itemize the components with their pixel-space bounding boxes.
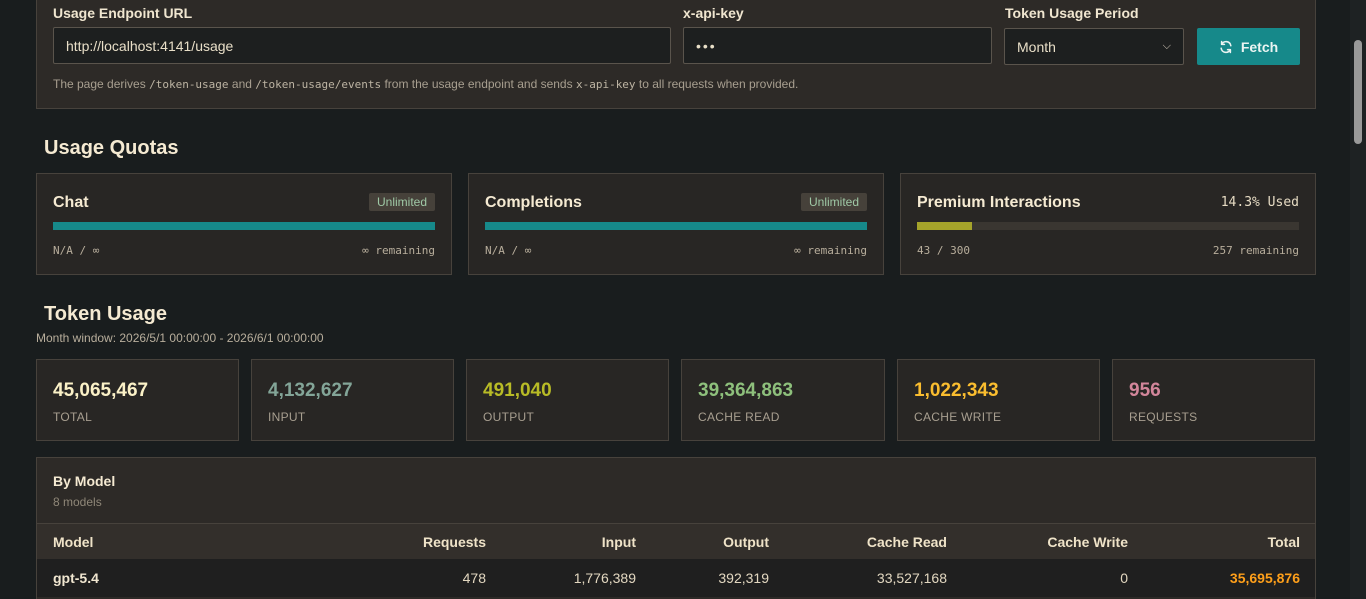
quota-name: Completions (485, 194, 582, 211)
quota-bar-fill (917, 222, 972, 230)
stat-card-input: 4,132,627 INPUT (251, 359, 454, 441)
table-row[interactable]: gpt-5.4 478 1,776,389 392,319 33,527,168… (37, 559, 1315, 597)
stat-card-output: 491,040 OUTPUT (466, 359, 669, 441)
th-cache-read[interactable]: Cache Read (866, 534, 947, 550)
cell-output: 392,319 (718, 570, 769, 586)
hint-text: to all requests when provided. (638, 77, 799, 91)
quota-name: Chat (53, 194, 89, 211)
usage-window: Month window: 2026/5/1 00:00:00 - 2026/6… (36, 331, 324, 345)
quota-used: 43 / 300 (917, 244, 970, 257)
quota-card-chat: Chat Unlimited N/A / ∞ ∞ remaining (36, 173, 452, 275)
fetch-label: Fetch (1240, 38, 1279, 55)
quota-remaining: ∞ remaining (794, 244, 867, 257)
api-key-value: ••• (696, 37, 717, 54)
stat-value: 491,040 (483, 380, 552, 401)
config-panel: Usage Endpoint URL http://localhost:4141… (36, 0, 1316, 109)
chevron-down-icon: ⌵ (1162, 40, 1171, 52)
by-model-title: By Model (53, 473, 116, 489)
stat-card-total: 45,065,467 TOTAL (36, 359, 239, 441)
endpoint-url-value: http://localhost:4141/usage (66, 37, 234, 54)
unlimited-badge: Unlimited (368, 193, 435, 211)
th-cache-write[interactable]: Cache Write (1047, 534, 1128, 550)
th-requests[interactable]: Requests (422, 534, 486, 550)
stat-card-cache-read: 39,364,863 CACHE READ (681, 359, 885, 441)
quota-bar-fill (53, 222, 435, 230)
endpoint-url-input[interactable]: http://localhost:4141/usage (53, 27, 671, 64)
cell-model: gpt-5.4 (53, 570, 99, 586)
quota-bar-fill (485, 222, 867, 230)
stat-value: 1,022,343 (914, 380, 999, 401)
quota-percent-used: 14.3% Used (1220, 195, 1299, 210)
stat-value: 45,065,467 (53, 380, 149, 401)
th-total[interactable]: Total (1267, 534, 1300, 550)
stat-label: TOTAL (53, 410, 93, 424)
hint-text: The page derives (53, 77, 146, 91)
model-count: 8 models (53, 495, 102, 509)
th-output[interactable]: Output (723, 534, 769, 550)
quota-name: Premium Interactions (917, 194, 1081, 211)
by-model-panel: By Model 8 models Model Requests Input O… (36, 457, 1316, 599)
stat-value: 39,364,863 (698, 380, 794, 401)
endpoint-label: Usage Endpoint URL (53, 5, 193, 21)
stat-label: CACHE WRITE (914, 410, 1002, 424)
quota-card-completions: Completions Unlimited N/A / ∞ ∞ remainin… (468, 173, 884, 275)
hint-text: from the usage endpoint and sends (384, 77, 573, 91)
period-label: Token Usage Period (1005, 5, 1139, 21)
stat-label: OUTPUT (483, 410, 535, 424)
api-key-input[interactable]: ••• (683, 27, 992, 64)
quota-card-premium: Premium Interactions 14.3% Used 43 / 300… (900, 173, 1316, 275)
api-key-label: x-api-key (683, 5, 744, 21)
hint-code: /token-usage (149, 78, 229, 91)
stat-label: CACHE READ (698, 410, 780, 424)
cell-requests: 478 (462, 570, 486, 586)
quota-remaining: 257 remaining (1212, 244, 1299, 257)
unlimited-badge: Unlimited (800, 193, 867, 211)
th-input[interactable]: Input (601, 534, 636, 550)
cell-cache-write: 0 (1120, 570, 1128, 586)
page-scrollbar[interactable] (1350, 0, 1366, 599)
stat-label: REQUESTS (1129, 410, 1198, 424)
stat-card-cache-write: 1,022,343 CACHE WRITE (897, 359, 1100, 441)
token-usage-title: Token Usage (44, 303, 167, 325)
cell-total: 35,695,876 (1229, 570, 1300, 586)
stat-card-requests: 956 REQUESTS (1112, 359, 1315, 441)
hint-code: /token-usage/events (255, 78, 382, 91)
th-model[interactable]: Model (53, 534, 94, 550)
quota-bar (53, 222, 435, 230)
stat-value: 956 (1129, 380, 1161, 401)
cell-input: 1,776,389 (573, 570, 636, 586)
hint-text: and (231, 77, 252, 91)
stat-label: INPUT (268, 410, 306, 424)
quota-used: N/A / ∞ (485, 244, 532, 257)
quota-remaining: ∞ remaining (362, 244, 435, 257)
refresh-icon (1219, 40, 1233, 54)
quota-bar (485, 222, 867, 230)
usage-quotas-title: Usage Quotas (44, 137, 179, 159)
scrollbar-thumb[interactable] (1354, 40, 1362, 144)
table-header: Model Requests Input Output Cache Read C… (37, 523, 1315, 559)
cell-cache-read: 33,527,168 (876, 570, 947, 586)
endpoint-hint: The page derives /token-usage and /token… (53, 77, 798, 91)
fetch-button[interactable]: Fetch (1197, 28, 1300, 65)
quota-used: N/A / ∞ (53, 244, 100, 257)
period-select-value: Month (1017, 38, 1056, 55)
hint-code: x-api-key (575, 78, 636, 91)
stat-value: 4,132,627 (268, 380, 353, 401)
quota-bar (917, 222, 1299, 230)
period-select[interactable]: Month ⌵ (1004, 28, 1184, 65)
